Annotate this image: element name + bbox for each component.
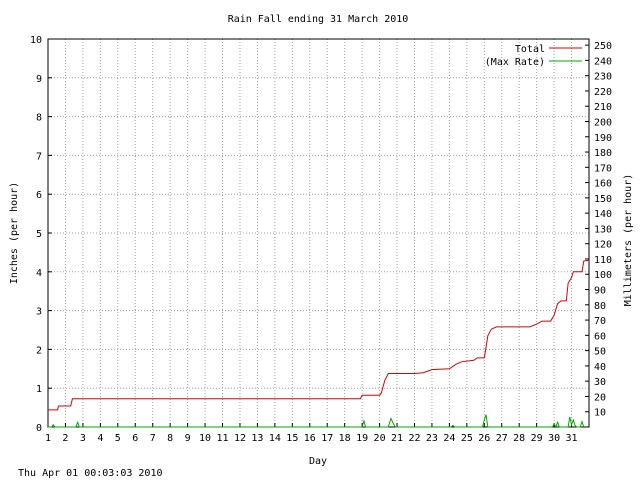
y-tick-label: 10 (30, 35, 42, 46)
y2-tick-label: 60 (594, 331, 606, 342)
x-tick-label: 8 (167, 433, 173, 444)
y2-tick-label: 110 (594, 255, 612, 266)
x-tick-label: 16 (304, 433, 316, 444)
y-tick-label: 7 (36, 151, 42, 162)
y2-tick-label: 180 (594, 148, 612, 159)
legend-label-max-rate: (Max Rate) (485, 57, 545, 68)
y2-tick-label: 30 (594, 377, 606, 388)
y-axis-right: 10 20 30 40 50 60 70 80 90 100 110 120 130 140 150 160 1… (585, 41, 612, 419)
x-tick-label: 10 (199, 433, 211, 444)
y-tick-label: 8 (36, 113, 42, 124)
x-tick-label: 27 (496, 433, 508, 444)
x-tick-label: 3 (80, 433, 86, 444)
y2-tick-label: 140 (594, 209, 612, 220)
y2-tick-label: 70 (594, 316, 606, 327)
x-tick-label: 9 (185, 433, 191, 444)
y-tick-label: 2 (36, 345, 42, 356)
legend: Total (Max Rate) (485, 44, 582, 68)
x-tick-label: 2 (62, 433, 68, 444)
y-tick-label: 4 (36, 268, 42, 279)
x-tick-label: 4 (97, 433, 103, 444)
chart-title: Rain Fall ending 31 March 2010 (228, 14, 409, 25)
x-tick-label: 21 (391, 433, 403, 444)
grid-lines (48, 39, 589, 427)
y2-tick-label: 80 (594, 301, 606, 312)
y2-tick-label: 100 (594, 270, 612, 281)
x-tick-label: 15 (286, 433, 298, 444)
x-axis-label: Day (309, 456, 327, 467)
x-tick-label: 13 (251, 433, 263, 444)
y2-tick-label: 210 (594, 102, 612, 113)
x-axis: 1 2 3 4 5 6 7 8 9 10 11 12 13 14 15 16 17 18 19 20 21 22 23 24 2… (45, 423, 578, 444)
y-axis-label-right: Millimeters (per hour) (623, 174, 634, 306)
y-tick-label: 1 (36, 384, 42, 395)
x-tick-label: 24 (443, 433, 455, 444)
y2-tick-label: 10 (594, 408, 606, 419)
y2-tick-label: 120 (594, 240, 612, 251)
y2-tick-label: 40 (594, 362, 606, 373)
y2-tick-label: 150 (594, 194, 612, 205)
x-tick-label: 23 (426, 433, 438, 444)
y-axis-label-left: Inches (per hour) (9, 182, 20, 284)
y2-tick-label: 250 (594, 41, 612, 52)
y2-tick-label: 200 (594, 117, 612, 128)
x-tick-label: 11 (216, 433, 228, 444)
x-tick-label: 19 (356, 433, 368, 444)
x-tick-label: 5 (115, 433, 121, 444)
x-tick-label: 6 (132, 433, 138, 444)
series-line-0 (48, 259, 590, 411)
y-tick-label: 9 (36, 74, 42, 85)
legend-label-total: Total (515, 44, 545, 55)
x-tick-label: 7 (150, 433, 156, 444)
x-tick-label: 20 (374, 433, 386, 444)
x-tick-label: 12 (234, 433, 246, 444)
y2-tick-label: 20 (594, 392, 606, 403)
y2-tick-label: 220 (594, 87, 612, 98)
y2-tick-label: 170 (594, 163, 612, 174)
y2-tick-label: 160 (594, 179, 612, 190)
y2-tick-label: 240 (594, 56, 612, 67)
x-tick-label: 30 (548, 433, 560, 444)
x-tick-label: 28 (513, 433, 525, 444)
y2-tick-label: 50 (594, 347, 606, 358)
y-axis-left: 0 1 2 3 4 5 6 7 8 9 10 (30, 35, 52, 434)
y2-tick-label: 230 (594, 72, 612, 83)
x-tick-label: 22 (408, 433, 420, 444)
x-tick-label: 17 (321, 433, 333, 444)
y2-tick-label: 190 (594, 133, 612, 144)
y-tick-label: 5 (36, 229, 42, 240)
timestamp-footer: Thu Apr 01 00:03:03 2010 (18, 468, 163, 479)
y-tick-label: 6 (36, 190, 42, 201)
x-tick-label: 14 (269, 433, 281, 444)
x-tick-label: 18 (339, 433, 351, 444)
y2-tick-label: 90 (594, 286, 606, 297)
x-tick-label: 31 (566, 433, 578, 444)
y-tick-label: 0 (36, 423, 42, 434)
x-tick-label: 1 (45, 433, 51, 444)
y2-tick-label: 130 (594, 224, 612, 235)
x-tick-label: 25 (461, 433, 473, 444)
x-tick-label: 29 (531, 433, 543, 444)
y-tick-label: 3 (36, 307, 42, 318)
x-tick-label: 26 (478, 433, 490, 444)
series-layer (48, 259, 590, 429)
series-line-1 (48, 414, 585, 429)
